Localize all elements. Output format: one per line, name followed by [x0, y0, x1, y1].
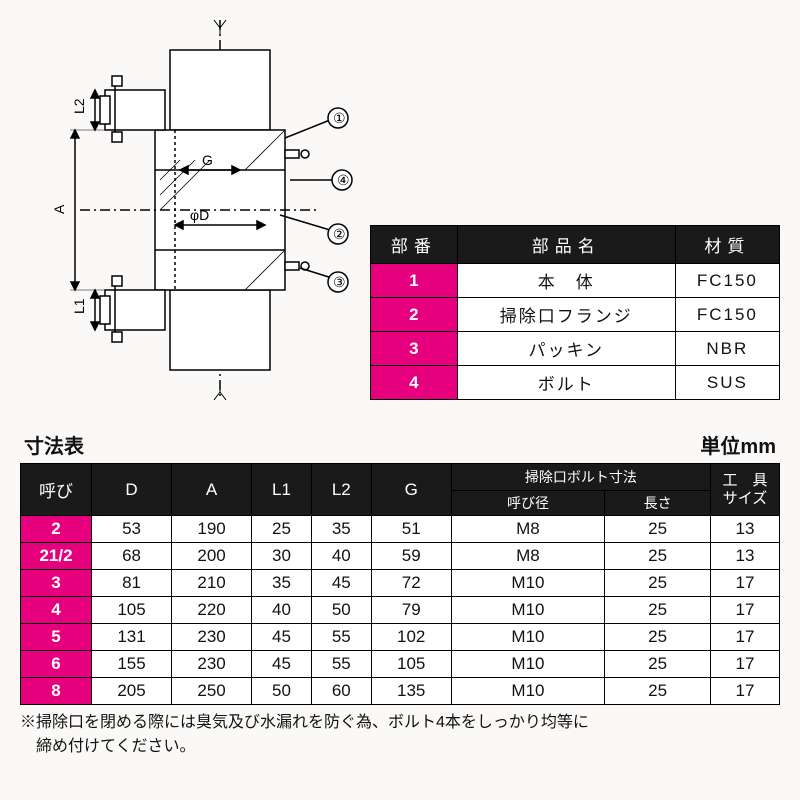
parts-row: 3パッキンNBR [371, 332, 780, 366]
dim-th-L2: L2 [311, 464, 371, 516]
dim-th-bolt-len: 長さ [605, 491, 711, 516]
dim-label-L2: L2 [71, 98, 87, 114]
callout-4: ④ [337, 172, 350, 188]
dim-row: 51312304555102M102517 [21, 624, 780, 651]
dim-th-bolt-group: 掃除口ボルト寸法 [451, 464, 710, 491]
parts-row: 2掃除口フランジFC150 [371, 298, 780, 332]
dim-th-L1: L1 [252, 464, 312, 516]
dim-th-G: G [371, 464, 451, 516]
parts-th-mat: 材質 [675, 226, 779, 264]
dim-label-G: G [202, 152, 213, 168]
dim-th-D: D [92, 464, 172, 516]
dim-row: 61552304555105M102517 [21, 651, 780, 678]
dim-row: 82052505060135M102517 [21, 678, 780, 705]
dimension-section: 寸法表 単位mm 呼び D A L1 L2 G 掃除口ボルト寸法 工 具サイズ … [20, 430, 780, 759]
tech-drawing: A L2 L1 G φD ① ④ ② ③ [20, 20, 360, 400]
parts-table-area: 部番 部品名 材質 1本 体FC1502掃除口フランジFC1503パッキンNBR… [370, 225, 780, 400]
parts-row: 4ボルトSUS [371, 366, 780, 400]
dim-row: 253190253551M82513 [21, 516, 780, 543]
dim-th-tool: 工 具サイズ [711, 464, 780, 516]
dim-label-L1: L1 [71, 298, 87, 314]
callout-3: ③ [333, 274, 346, 290]
parts-th-name: 部品名 [457, 226, 675, 264]
callout-2: ② [333, 226, 346, 242]
dimension-table: 呼び D A L1 L2 G 掃除口ボルト寸法 工 具サイズ 呼び径 長さ 25… [20, 463, 780, 705]
dim-unit: 単位mm [700, 430, 776, 459]
footnote: ※掃除口を閉める際には臭気及び水漏れを防ぐ為、ボルト4本をしっかり均等に 締め付… [20, 711, 780, 759]
dim-th-call: 呼び [21, 464, 92, 516]
dim-th-A: A [172, 464, 252, 516]
dim-th-bolt-dia: 呼び径 [451, 491, 604, 516]
dim-row: 21/268200304059M82513 [21, 543, 780, 570]
dim-title: 寸法表 [24, 430, 84, 459]
parts-table: 部番 部品名 材質 1本 体FC1502掃除口フランジFC1503パッキンNBR… [370, 225, 780, 400]
dim-row: 4105220405079M102517 [21, 597, 780, 624]
dim-row: 381210354572M102517 [21, 570, 780, 597]
parts-th-num: 部番 [371, 226, 458, 264]
callout-1: ① [333, 110, 346, 126]
dim-label-phiD: φD [190, 207, 209, 223]
parts-row: 1本 体FC150 [371, 264, 780, 298]
dim-label-A: A [51, 204, 67, 214]
